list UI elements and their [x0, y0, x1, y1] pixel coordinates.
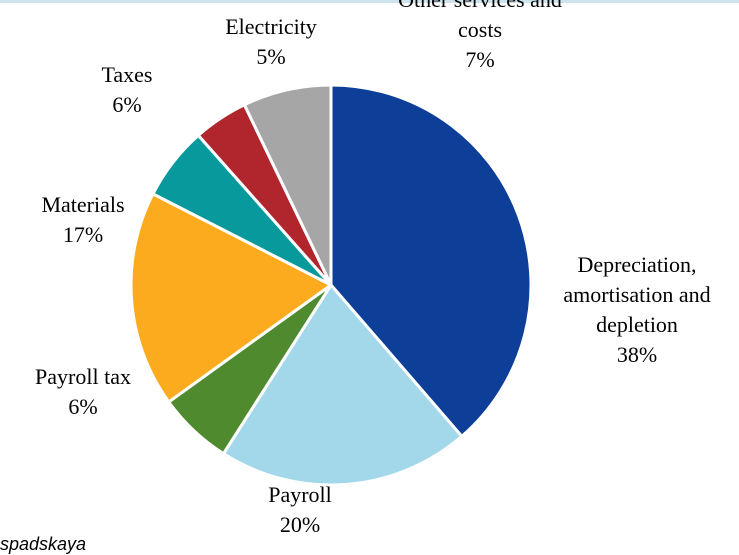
- slice-label-1: Payroll 20%: [268, 482, 332, 537]
- pie-slice-3: [129, 192, 333, 404]
- slice-percent-0: 38%: [617, 342, 657, 367]
- pie-labels: Depreciation, amortisation and depletion 38…: [35, 0, 711, 537]
- top-border: [0, 0, 739, 3]
- slice-label-line-6-0: Other services and: [398, 0, 562, 12]
- slice-label-4: Taxes 6%: [102, 62, 153, 117]
- pie-slice-0: [329, 83, 533, 438]
- slice-percent-6: 7%: [465, 47, 494, 72]
- slice-label-line-6-1: costs: [458, 17, 502, 42]
- slice-percent-2: 6%: [68, 394, 97, 419]
- slice-label-line-0-0: Depreciation,: [577, 252, 696, 277]
- pie-slice-6: [242, 83, 333, 287]
- slice-label-6: Other services and costs 7%: [398, 0, 562, 72]
- pie-slices: [129, 83, 533, 487]
- slice-percent-3: 17%: [63, 222, 103, 247]
- pie-slice-1: [221, 283, 464, 487]
- source-note: spadskaya: [0, 534, 86, 554]
- slice-label-line-5-0: Electricity: [225, 14, 317, 39]
- slice-label-0: Depreciation, amortisation and depletion 38…: [563, 252, 710, 367]
- slice-percent-5: 5%: [256, 44, 285, 69]
- slice-label-3: Materials 17%: [41, 192, 124, 247]
- slice-label-2: Payroll tax 6%: [35, 364, 131, 419]
- slice-label-line-4-0: Taxes: [102, 62, 153, 87]
- slice-label-5: Electricity 5%: [225, 14, 317, 69]
- slice-percent-1: 20%: [280, 512, 320, 537]
- slice-label-line-0-1: amortisation and: [563, 282, 710, 307]
- slice-percent-4: 6%: [112, 92, 141, 117]
- slice-label-line-0-2: depletion: [596, 312, 678, 337]
- slice-label-line-1-0: Payroll: [268, 482, 332, 507]
- slice-label-line-3-0: Materials: [41, 192, 124, 217]
- slice-label-line-2-0: Payroll tax: [35, 364, 131, 389]
